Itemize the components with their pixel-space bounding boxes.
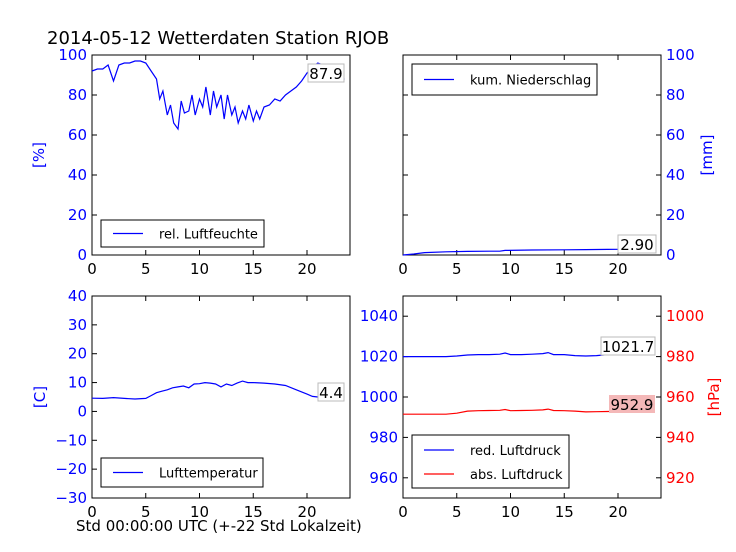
plot-frame — [91, 54, 351, 256]
legend-label: rel. Luftfeuchte — [159, 228, 258, 243]
x-tick-label: 0 — [87, 260, 97, 278]
panel-pressure: 0 5 10 15 20 960 980 1000 1020 1040 920 940 960 980 10… — [360, 295, 723, 521]
y-axis-label: [hPa] — [705, 378, 723, 417]
plot-frame — [91, 295, 351, 499]
y-right-tick-label: 980 — [666, 348, 695, 366]
y-right-tick-label: 920 — [666, 469, 695, 487]
x-tick-label: 5 — [452, 503, 462, 521]
x-tick-label: 0 — [87, 503, 97, 521]
y-right-tick-label: 0 — [666, 246, 676, 264]
y-tick-label: −10 — [55, 431, 87, 449]
legend-label: abs. Luftdruck — [470, 468, 563, 483]
value-label: 1021.7 — [602, 338, 655, 356]
value-label-box — [600, 336, 656, 356]
value-label-box — [317, 382, 345, 402]
x-tick-label: 10 — [501, 260, 520, 278]
x-axis-label: Std 00:00:00 UTC (+-22 Std Lokalzeit) — [76, 517, 362, 535]
x-tick-label: 20 — [297, 503, 316, 521]
value-label-box — [307, 63, 345, 83]
x-tick-label: 10 — [190, 260, 209, 278]
y-right-tick-label: 20 — [666, 206, 685, 224]
y-tick-label: 980 — [369, 428, 398, 446]
y-right-tick-label: 40 — [666, 166, 685, 184]
value-label-box — [617, 234, 657, 254]
y-tick-label: 80 — [68, 86, 87, 104]
plot-frame — [402, 54, 662, 256]
legend-label: Lufttemperatur — [159, 467, 258, 482]
y-tick-label: 1000 — [360, 388, 398, 406]
y-tick-label: 20 — [68, 345, 87, 363]
x-tick-label: 0 — [398, 260, 408, 278]
legend-box — [411, 434, 570, 489]
value-label-box — [609, 395, 655, 413]
y-right-tick-label: 100 — [666, 46, 695, 64]
x-tick-label: 15 — [555, 503, 574, 521]
value-label: 4.4 — [319, 384, 343, 402]
y-right-tick-label: 1000 — [666, 307, 704, 325]
y-tick-label: 0 — [77, 246, 87, 264]
y-tick-label: 960 — [369, 469, 398, 487]
series-line — [402, 248, 651, 256]
y-tick-label: 100 — [58, 46, 87, 64]
x-tick-label: 15 — [244, 503, 263, 521]
value-label: 87.9 — [309, 65, 342, 83]
legend-label: red. Luftdruck — [470, 444, 561, 459]
figure-title: 2014-05-12 Wetterdaten Station RJOB — [47, 28, 389, 49]
y-tick-label: 30 — [68, 316, 87, 334]
y-tick-label: 0 — [77, 402, 87, 420]
y-axis-label: [%] — [30, 142, 48, 168]
y-right-tick-label: 960 — [666, 388, 695, 406]
x-tick-label: 5 — [141, 260, 151, 278]
x-tick-label: 15 — [244, 260, 263, 278]
y-tick-label: −30 — [55, 489, 87, 507]
series-line — [91, 380, 340, 400]
y-right-tick-label: 80 — [666, 86, 685, 104]
y-axis-label: [C] — [31, 386, 49, 408]
panel-precipitation: 0 5 10 15 20 0 20 40 60 80 100 [mm] kum. Niederschla… — [398, 46, 716, 278]
x-tick-label: 5 — [452, 260, 462, 278]
x-tick-label: 20 — [608, 260, 627, 278]
x-tick-label: 10 — [190, 503, 209, 521]
x-tick-label: 5 — [141, 503, 151, 521]
y-right-tick-label: 940 — [666, 428, 695, 446]
x-tick-label: 20 — [297, 260, 316, 278]
x-tick-label: 0 — [398, 503, 408, 521]
value-label: 2.90 — [620, 236, 653, 254]
y-tick-label: 10 — [68, 374, 87, 392]
x-tick-label: 15 — [555, 260, 574, 278]
x-tick-label: 20 — [608, 503, 627, 521]
value-label: 952.9 — [611, 396, 654, 414]
y-tick-label: 1040 — [360, 307, 398, 325]
y-right-tick-label: 60 — [666, 126, 685, 144]
y-tick-label: −20 — [55, 460, 87, 478]
y-tick-label: 20 — [68, 206, 87, 224]
panel-temperature: 0 5 10 15 20 −30 −20 −10 0 10 20 30 40 [C] Lufttempera… — [31, 287, 351, 521]
y-axis-label: [mm] — [698, 135, 716, 176]
y-tick-label: 1020 — [360, 348, 398, 366]
legend-label: kum. Niederschlag — [470, 74, 591, 89]
y-tick-label: 60 — [68, 126, 87, 144]
y-tick-label: 40 — [68, 287, 87, 305]
x-tick-label: 10 — [501, 503, 520, 521]
series-line — [91, 60, 345, 131]
y-tick-label: 40 — [68, 166, 87, 184]
panel-humidity: 0 5 10 15 20 0 20 40 60 80 100 [%] rel. Luftfeuchte 8… — [30, 46, 351, 278]
